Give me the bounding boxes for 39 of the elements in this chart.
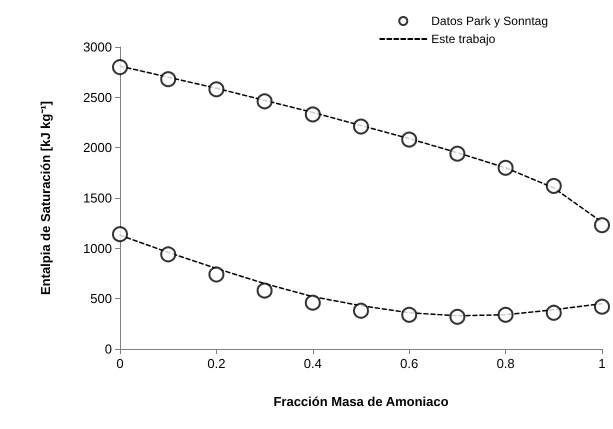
point bbox=[546, 178, 562, 194]
point bbox=[353, 118, 369, 135]
point bbox=[594, 298, 610, 315]
y-axis-title: Entalpia de Saturación [kJ kg⁻¹] bbox=[38, 101, 53, 295]
point bbox=[498, 160, 514, 176]
legend-label: Este trabajo bbox=[431, 32, 496, 46]
point bbox=[208, 266, 224, 283]
point bbox=[112, 59, 128, 76]
point bbox=[112, 226, 128, 242]
point bbox=[546, 304, 562, 321]
y-tick-label: 500 bbox=[90, 291, 112, 306]
x-tick-label: 0.4 bbox=[304, 356, 322, 371]
point bbox=[304, 106, 321, 122]
y-tick-label: 3000 bbox=[83, 40, 112, 54]
point bbox=[353, 302, 369, 319]
y-tick-label: 1500 bbox=[83, 190, 112, 206]
y-tick-label: 1000 bbox=[83, 240, 112, 256]
point bbox=[449, 146, 466, 162]
point bbox=[449, 308, 466, 325]
y-tick-label: 0 bbox=[104, 342, 112, 356]
point bbox=[256, 282, 273, 299]
y-tick-label: 2000 bbox=[83, 140, 112, 156]
x-tick-label: 0 bbox=[116, 356, 124, 371]
x-tick-label: 0.2 bbox=[207, 356, 226, 371]
y-tick-label: 2500 bbox=[83, 90, 112, 105]
point bbox=[160, 71, 176, 88]
x-axis-title: Fracción Masa de Amoniaco bbox=[273, 394, 449, 409]
point bbox=[256, 93, 273, 110]
legend-label: Datos Park y Sonntag bbox=[431, 14, 548, 28]
point bbox=[498, 306, 514, 323]
x-tick-label: 0.8 bbox=[496, 356, 515, 371]
x-tick-label: 0.6 bbox=[400, 356, 418, 371]
point bbox=[304, 294, 321, 311]
x-tick-label: 1 bbox=[598, 356, 606, 371]
point bbox=[401, 306, 418, 323]
point bbox=[208, 81, 224, 98]
point bbox=[401, 132, 418, 148]
point bbox=[160, 246, 176, 262]
point bbox=[594, 217, 610, 234]
